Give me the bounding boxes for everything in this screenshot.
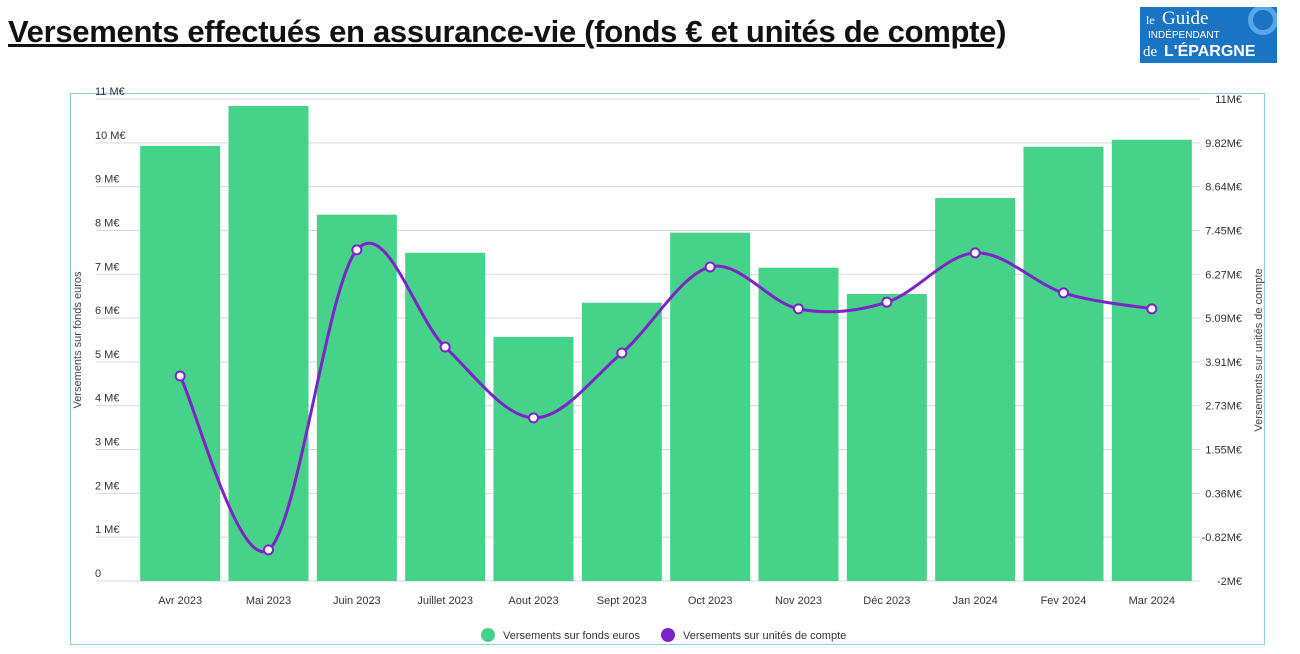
legend-label: Versements sur unités de compte <box>683 630 846 642</box>
left-tick-label: 10 M€ <box>95 130 126 142</box>
bar <box>140 145 221 582</box>
x-tick-label: Aout 2023 <box>508 595 558 607</box>
right-tick-label: 8.64M€ <box>1205 182 1242 194</box>
chart-frame <box>70 93 1265 645</box>
right-tick-label: 11M€ <box>1215 94 1242 106</box>
left-tick-label: 9 M€ <box>95 174 119 186</box>
page-title: Versements effectués en assurance-vie (f… <box>8 14 1007 49</box>
left-tick-label: 7 M€ <box>95 261 119 273</box>
x-tick-label: Juillet 2023 <box>417 595 473 607</box>
legend-marker-fonds-euros <box>481 628 495 642</box>
left-tick-label: 1 M€ <box>95 524 119 536</box>
left-tick-label: 8 M€ <box>95 217 119 229</box>
x-tick-label: Juin 2023 <box>333 595 381 607</box>
bar <box>316 214 397 581</box>
logo-text: Guide <box>1162 8 1209 29</box>
bar <box>228 106 309 581</box>
right-tick-label: 5.09M€ <box>1205 313 1242 325</box>
left-tick-label: 4 M€ <box>95 393 119 405</box>
right-tick-label: 0.36M€ <box>1205 488 1242 500</box>
right-tick-label: 6.27M€ <box>1205 269 1242 281</box>
left-tick-label: 6 M€ <box>95 305 119 317</box>
logo-text: de <box>1143 44 1158 60</box>
x-tick-label: Mai 2023 <box>246 595 291 607</box>
legend-label: Versements sur fonds euros <box>503 630 640 642</box>
left-tick-label: 0 <box>95 568 101 580</box>
line-point <box>1058 287 1069 299</box>
logo-text: le <box>1146 13 1155 27</box>
x-tick-label: Déc 2023 <box>863 595 910 607</box>
left-tick-label: 2 M€ <box>95 480 119 492</box>
x-tick-label: Jan 2024 <box>953 595 998 607</box>
x-tick-label: Nov 2023 <box>775 595 822 607</box>
bar <box>581 302 662 581</box>
right-tick-label: -0.82M€ <box>1202 532 1242 544</box>
bar <box>493 336 574 581</box>
line-point <box>969 247 981 259</box>
logo-ring-icon <box>1248 7 1277 35</box>
line-point <box>1146 303 1158 315</box>
right-tick-label: -2M€ <box>1217 576 1242 588</box>
right-tick-label: 1.55M€ <box>1205 445 1242 457</box>
x-tick-label: Mar 2024 <box>1129 595 1175 607</box>
right-tick-label: 2.73M€ <box>1205 401 1242 413</box>
left-axis-label: Versements sur fonds euros <box>72 271 84 408</box>
right-tick-label: 9.82M€ <box>1205 138 1242 150</box>
left-tick-label: 5 M€ <box>95 349 119 361</box>
x-tick-label: Oct 2023 <box>688 595 733 607</box>
right-axis-label: Versements sur unités de compte <box>1253 268 1265 431</box>
bar <box>1023 146 1104 581</box>
logo-text: L'ÉPARGNE <box>1164 43 1256 60</box>
guide-epargne-logo: le Guide INDÉPENDANT de L'ÉPARGNE <box>1140 7 1277 63</box>
right-tick-label: 3.91M€ <box>1205 357 1242 369</box>
line-point <box>793 303 804 315</box>
bar <box>758 267 839 581</box>
left-tick-label: 3 M€ <box>95 437 119 449</box>
line-point <box>351 244 363 256</box>
line-point <box>174 370 186 382</box>
bar <box>670 232 751 582</box>
line-point <box>881 296 893 308</box>
line-point <box>263 544 274 556</box>
x-tick-label: Sept 2023 <box>597 595 647 607</box>
x-tick-label: Avr 2023 <box>158 595 202 607</box>
logo-text: INDÉPENDANT <box>1148 30 1220 41</box>
bar <box>846 293 927 581</box>
x-tick-label: Fev 2024 <box>1041 595 1087 607</box>
line-point <box>439 341 451 353</box>
right-tick-label: 7.45M€ <box>1205 225 1242 237</box>
legend-marker-unites-compte <box>661 628 675 642</box>
line-point <box>528 412 539 424</box>
bar <box>1111 139 1192 581</box>
line-point <box>704 261 716 273</box>
line-point <box>616 347 628 359</box>
left-tick-label: 11 M€ <box>95 86 125 98</box>
